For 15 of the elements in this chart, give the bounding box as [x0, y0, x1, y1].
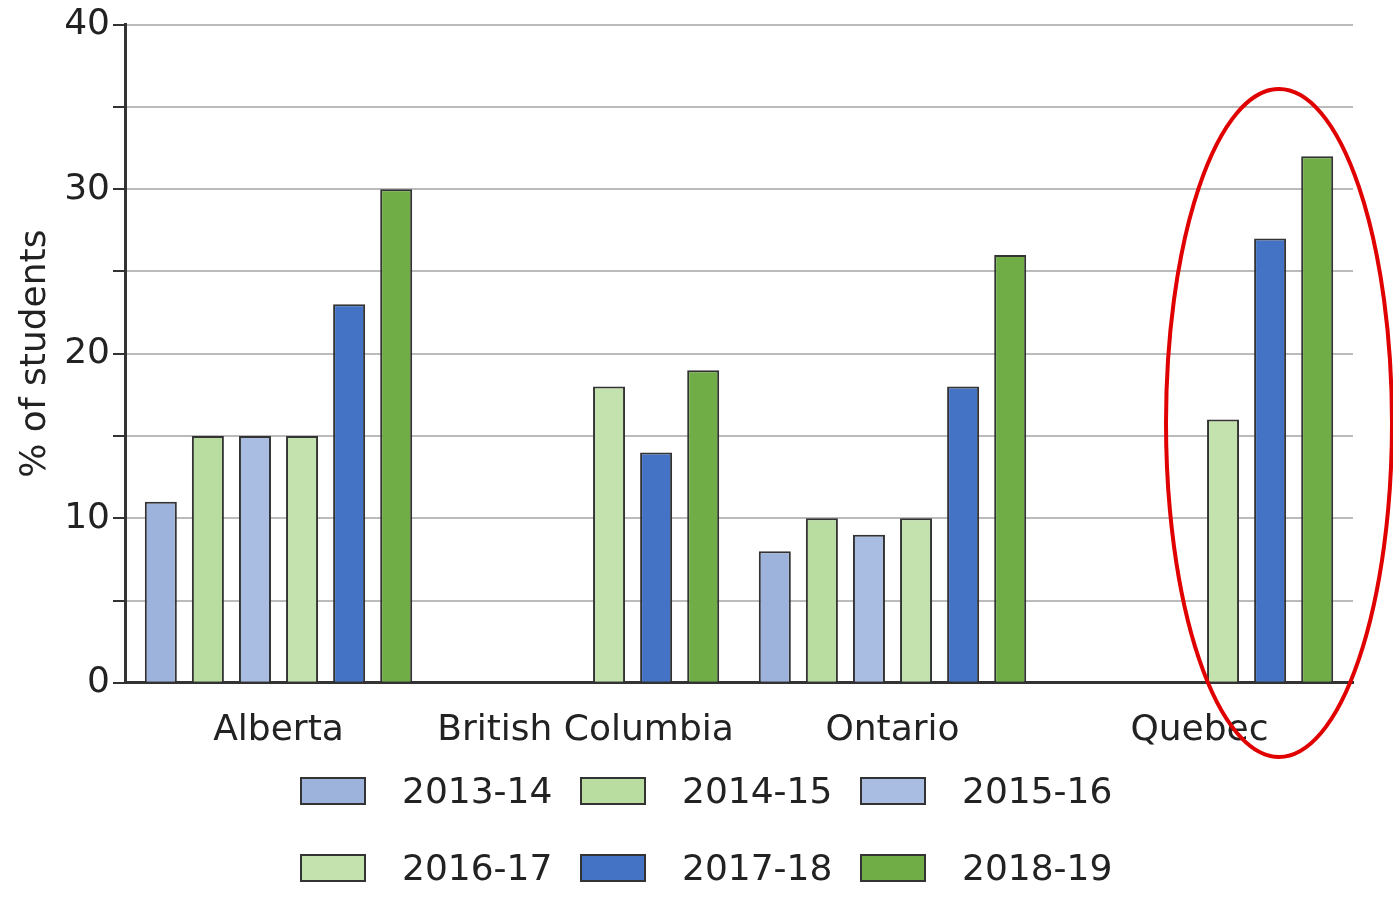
y-tick-label: 0	[87, 659, 111, 701]
y-tick-label: 30	[64, 165, 111, 207]
x-tick-label: British Columbia	[437, 706, 734, 748]
legend-label: 2015-16	[962, 770, 1113, 811]
legend-label: 2013-14	[402, 770, 553, 811]
legend-label: 2014-15	[682, 770, 833, 811]
legend-label: 2018-19	[962, 847, 1113, 888]
legend-label: 2016-17	[402, 847, 553, 888]
x-tick-label: Ontario	[825, 706, 960, 748]
x-tick-label: Alberta	[213, 706, 344, 748]
y-tick-label: 20	[64, 330, 111, 372]
y-axis-title: % of students	[11, 229, 53, 478]
y-tick-label: 40	[64, 0, 111, 42]
legend-label: 2017-18	[682, 847, 833, 888]
y-tick-label: 10	[64, 494, 111, 536]
